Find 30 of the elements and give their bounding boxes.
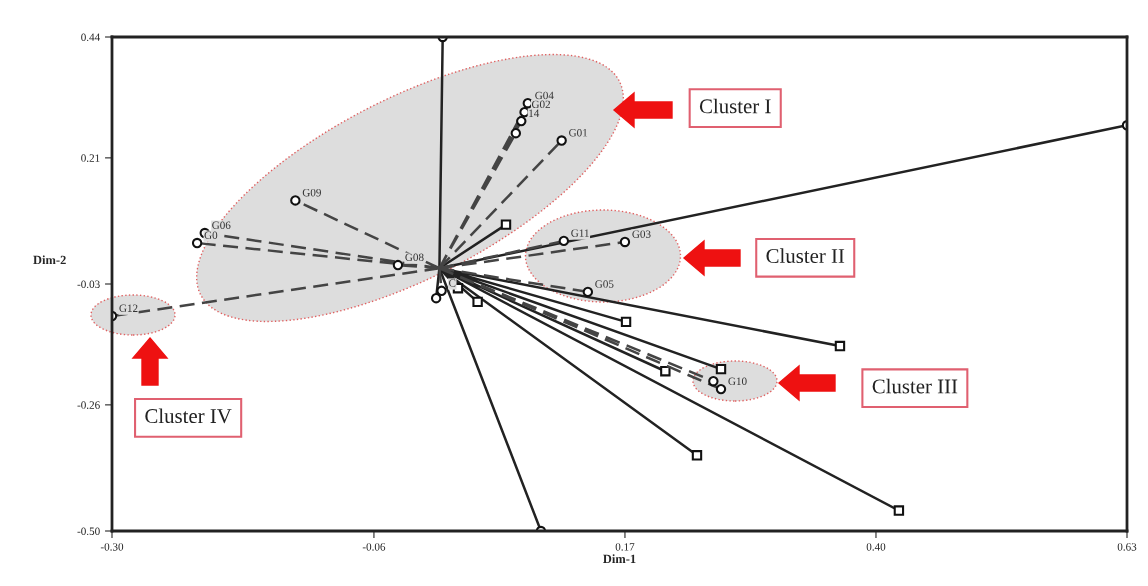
x-tick-label: -0.06 [362,543,386,551]
x-tick-label: 0.17 [615,543,635,551]
y-tick-label: -0.26 [77,401,100,409]
annotation: G12 [119,304,138,312]
annotation: G01 [569,128,588,137]
annotation: G04 [535,91,554,100]
annotation: 14 [529,109,540,117]
annotation: G02 [531,100,551,109]
annotation: Cluster II [766,248,845,264]
annotation: Cluster III [872,378,958,394]
x-tick-label: 0.63 [1117,543,1137,551]
x-tick-label: -0.30 [100,543,124,551]
x-axis-title: Dim-1 [603,554,636,563]
y-tick-label: -0.03 [77,280,100,289]
y-tick-label: 0.44 [81,33,101,42]
y-axis-title: Dim-2 [33,255,66,265]
y-tick-label: -0.50 [77,527,100,536]
annotation: C [449,279,456,287]
x-tick-label: 0.40 [866,543,886,551]
annotation: G05 [595,280,614,288]
annotation: G09 [302,188,321,197]
annotation: G03 [632,230,651,238]
annotation: G0 [204,231,218,239]
annotation: Cluster I [699,98,771,114]
annotation: G06 [212,221,231,229]
annotation: Cluster IV [145,408,232,424]
annotation: G11 [571,229,589,237]
annotation: G10 [728,377,747,386]
annotation: G08 [405,253,424,262]
y-tick-label: 0.21 [81,154,100,162]
